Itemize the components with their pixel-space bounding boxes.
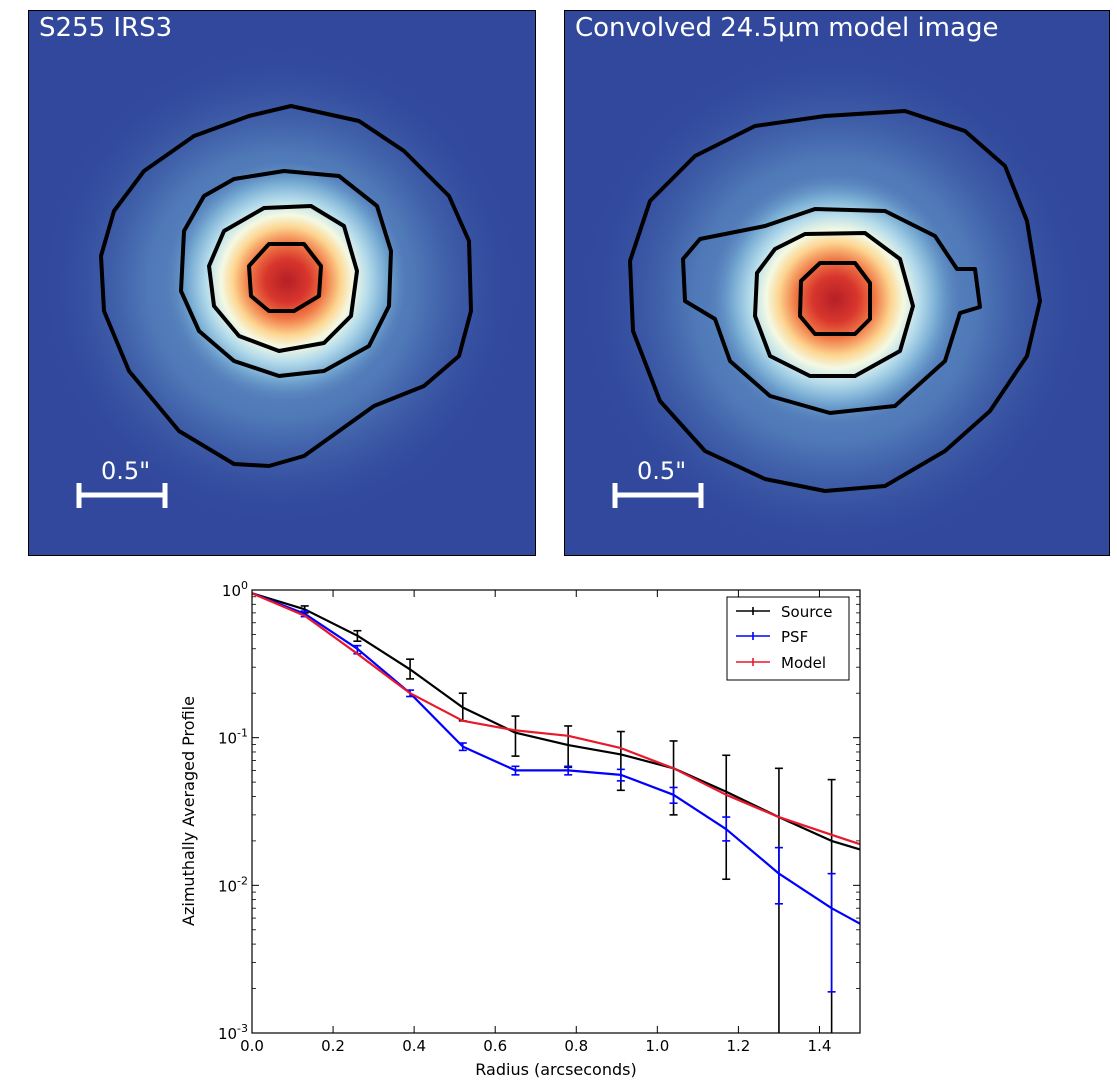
- x-tick-label: 1.2: [726, 1037, 750, 1055]
- x-tick-label: 1.4: [808, 1037, 832, 1055]
- contour-core: [798, 261, 872, 336]
- source-image: [29, 11, 535, 555]
- y-tick-label: 10-2: [218, 874, 248, 895]
- x-axis-label: Radius (arcseconds): [475, 1060, 636, 1079]
- model-image-panel: Convolved 24.5μm model image 0.5": [564, 10, 1110, 556]
- plot-frame: [251, 589, 861, 1034]
- contour-inner: [207, 204, 359, 353]
- y-tick-label: 100: [222, 579, 248, 600]
- source-image-panel: S255 IRS3 0.5": [28, 10, 536, 556]
- legend-entries: [736, 607, 770, 666]
- scale-bar-label: 0.5": [101, 457, 151, 485]
- core-glow: [710, 174, 960, 424]
- scale-bar-label: 0.5": [637, 457, 687, 485]
- legend-label-model: Model: [781, 654, 826, 672]
- model-series-line: [251, 592, 861, 846]
- scale-bar: [76, 483, 168, 508]
- core-glow: [167, 161, 407, 401]
- scale-bar: [612, 483, 704, 508]
- panel-title: S255 IRS3: [39, 13, 173, 43]
- x-tick-label: 0.2: [321, 1037, 345, 1055]
- psf-series-line: [251, 592, 861, 925]
- model-image: [565, 11, 1109, 555]
- legend: Source PSF Model: [726, 596, 850, 681]
- x-tick-label: 0.8: [564, 1037, 588, 1055]
- legend-label-source: Source: [781, 603, 833, 621]
- contour-middle: [681, 207, 982, 415]
- legend-label-psf: PSF: [781, 628, 808, 646]
- x-tick-label: 1.0: [645, 1037, 669, 1055]
- contour-inner: [753, 231, 915, 378]
- contour-core: [247, 242, 323, 313]
- y-tick-label: 10-1: [218, 727, 248, 748]
- series-layer: [251, 592, 861, 1033]
- y-axis-label: Azimuthally Averaged Profile: [179, 696, 198, 926]
- tick-layer: 0.0 0.2 0.4 0.6 0.8 1.0 1.2 1.4 100 10-1 10-2 10-3: [218, 579, 860, 1055]
- x-tick-label: 0.0: [240, 1037, 264, 1055]
- contour-middle: [179, 169, 393, 378]
- x-tick-label: 0.6: [483, 1037, 507, 1055]
- y-tick-label: 10-3: [218, 1022, 248, 1043]
- x-tick-label: 0.4: [402, 1037, 426, 1055]
- contour-outer: [99, 104, 473, 468]
- panel-title: Convolved 24.5μm model image: [575, 13, 999, 43]
- contour-outer: [628, 109, 1042, 493]
